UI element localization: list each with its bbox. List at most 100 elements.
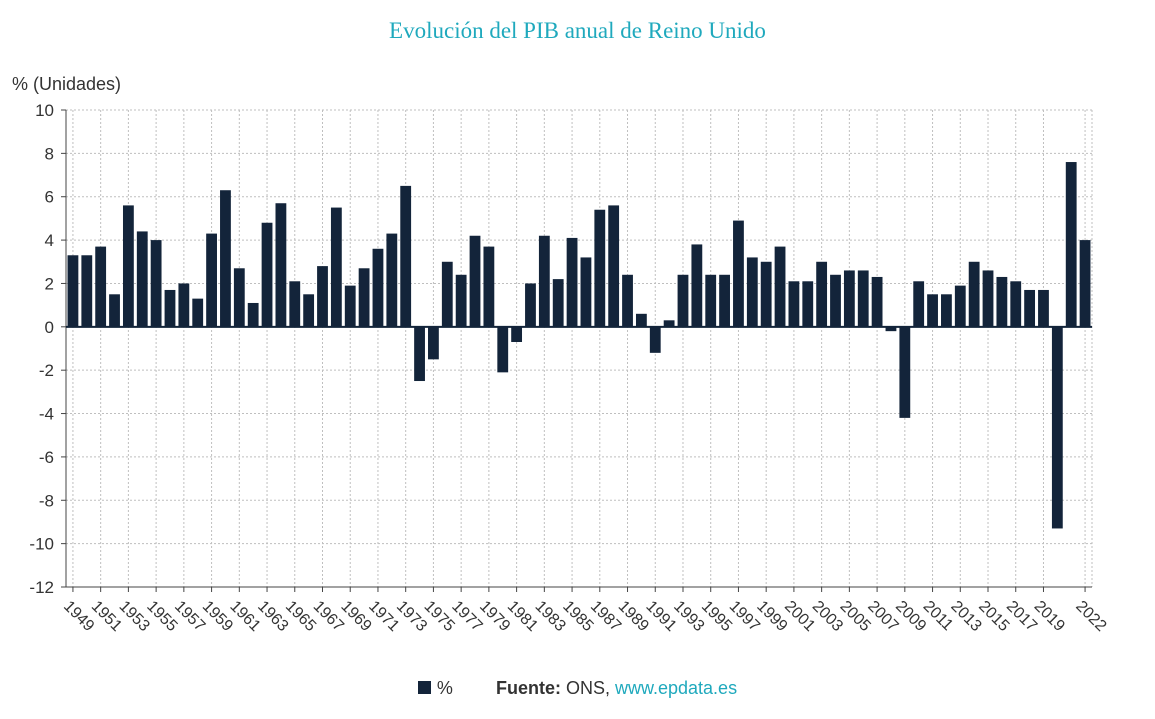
x-tick-label: 1993 [670, 598, 707, 635]
x-tick-label: 1985 [559, 598, 596, 635]
bar [289, 281, 301, 327]
x-tick-label: 1959 [199, 598, 236, 635]
bar [996, 276, 1008, 327]
bar [317, 266, 328, 327]
bar [913, 281, 925, 327]
bar [386, 233, 398, 327]
bar [608, 205, 620, 327]
bar [275, 203, 287, 327]
bar [525, 283, 536, 327]
bar [843, 270, 855, 327]
x-tick-label: 1995 [698, 598, 735, 635]
bar [303, 294, 315, 327]
bar [220, 190, 231, 327]
bar [164, 289, 176, 327]
x-tick-label: 2011 [920, 598, 956, 634]
y-tick-label: 4 [45, 231, 54, 250]
bar [483, 246, 495, 327]
bar [511, 326, 523, 342]
x-tick-label: 1999 [753, 598, 790, 635]
source-value: ONS, [565, 678, 610, 698]
bar [428, 326, 439, 360]
y-tick-label: -10 [29, 535, 54, 554]
x-tick-label: 1951 [88, 598, 125, 635]
bar [455, 274, 467, 327]
bar [136, 231, 148, 327]
x-tick-label: 1977 [448, 598, 485, 635]
chart-title: Evolución del PIB anual de Reino Unido [389, 18, 766, 43]
bar [816, 261, 828, 327]
bar [691, 244, 703, 327]
x-tick-label: 2022 [1072, 598, 1109, 635]
bar [372, 248, 384, 327]
bar [899, 326, 911, 418]
x-tick-label: 1957 [171, 598, 208, 635]
bar [95, 246, 107, 327]
gridlines [66, 109, 1093, 588]
bar [344, 285, 356, 327]
x-tick-label: 2015 [975, 598, 1012, 635]
bar [1079, 240, 1091, 327]
bar [400, 185, 412, 327]
x-tick-label: 2003 [809, 598, 846, 635]
bar [649, 326, 661, 353]
x-tick-label: 1987 [587, 598, 624, 635]
bar [81, 255, 93, 327]
bar [719, 274, 730, 327]
y-tick-label: 8 [45, 144, 54, 163]
bar [441, 261, 453, 327]
bar [469, 235, 481, 327]
x-tick-label: 1961 [226, 598, 263, 635]
y-tick-label: 2 [45, 274, 54, 293]
bar [580, 257, 592, 327]
bar [233, 268, 245, 327]
y-tick-label: -4 [39, 405, 54, 424]
y-tick-label: -12 [29, 578, 54, 597]
bar [622, 274, 633, 327]
bar [954, 285, 966, 327]
bar-chart: 1086420-2-4-6-8-10-121949195119531955195… [12, 74, 1110, 635]
bar [67, 255, 79, 327]
x-tick-label: 1983 [532, 598, 569, 635]
bar [1024, 289, 1036, 327]
bar [566, 237, 578, 327]
x-tick-label: 1971 [365, 598, 402, 635]
source-label: Fuente: [495, 678, 561, 698]
bar [122, 205, 134, 327]
y-tick-label: 10 [35, 101, 54, 120]
axis-labels: 1086420-2-4-6-8-10-121949195119531955195… [12, 74, 1110, 635]
bar [982, 270, 994, 327]
x-tick-label: 2007 [864, 598, 901, 635]
x-tick-label: 1973 [393, 598, 430, 635]
bar [788, 281, 800, 327]
bar [247, 302, 259, 327]
legend-label: % [436, 678, 453, 698]
bar [705, 274, 717, 327]
y-tick-label: -6 [39, 448, 54, 467]
axes [61, 109, 1092, 592]
y-tick-label: -8 [39, 491, 54, 510]
x-tick-label: 1991 [642, 598, 679, 635]
source-link[interactable]: www.epdata.es [615, 678, 738, 698]
y-axis-title: % (Unidades) [12, 74, 121, 94]
x-tick-label: 1997 [726, 598, 763, 635]
bar [830, 274, 841, 327]
bar [330, 207, 342, 327]
bar [414, 326, 425, 382]
bar [150, 240, 162, 327]
bar [178, 283, 190, 327]
bar [941, 294, 952, 327]
x-tick-label: 1969 [337, 598, 374, 635]
bar [760, 261, 772, 327]
bar [358, 268, 370, 327]
bar [1051, 326, 1063, 529]
bar [802, 281, 814, 327]
bar [594, 209, 606, 327]
x-tick-label: 2009 [892, 598, 929, 635]
bar [746, 257, 758, 327]
bar [774, 246, 786, 327]
x-tick-label: 1979 [476, 598, 513, 635]
bar [733, 220, 744, 327]
bar [109, 294, 120, 327]
bar [497, 326, 509, 373]
